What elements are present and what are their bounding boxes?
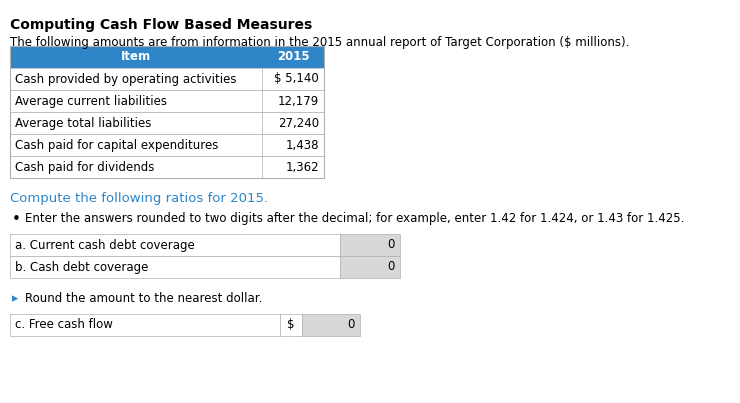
Text: Cash paid for dividends: Cash paid for dividends — [15, 160, 155, 174]
FancyBboxPatch shape — [10, 68, 324, 90]
FancyBboxPatch shape — [10, 314, 280, 336]
Text: 1,438: 1,438 — [286, 139, 319, 152]
FancyBboxPatch shape — [10, 134, 324, 156]
Text: 2015: 2015 — [277, 50, 309, 64]
Text: Cash paid for capital expenditures: Cash paid for capital expenditures — [15, 139, 218, 152]
Text: Compute the following ratios for 2015.: Compute the following ratios for 2015. — [10, 192, 268, 205]
FancyBboxPatch shape — [280, 314, 302, 336]
Text: 1,362: 1,362 — [286, 160, 319, 174]
FancyBboxPatch shape — [340, 256, 400, 278]
Text: Item: Item — [121, 50, 151, 64]
Text: The following amounts are from information in the 2015 annual report of Target C: The following amounts are from informati… — [10, 36, 630, 49]
Text: 27,240: 27,240 — [278, 116, 319, 129]
Text: c. Free cash flow: c. Free cash flow — [15, 318, 113, 332]
Text: Enter the answers rounded to two digits after the decimal; for example, enter 1.: Enter the answers rounded to two digits … — [25, 212, 684, 225]
FancyBboxPatch shape — [10, 112, 324, 134]
Text: 0: 0 — [348, 318, 355, 332]
Text: $: $ — [287, 318, 295, 332]
Text: •: • — [12, 212, 21, 227]
FancyBboxPatch shape — [10, 156, 324, 178]
Text: Cash provided by operating activities: Cash provided by operating activities — [15, 73, 237, 85]
FancyBboxPatch shape — [10, 46, 324, 68]
Text: Round the amount to the nearest dollar.: Round the amount to the nearest dollar. — [25, 292, 263, 305]
Text: ▸: ▸ — [12, 292, 18, 305]
FancyBboxPatch shape — [10, 90, 324, 112]
Text: Computing Cash Flow Based Measures: Computing Cash Flow Based Measures — [10, 18, 312, 32]
Text: a. Current cash debt coverage: a. Current cash debt coverage — [15, 239, 195, 251]
Text: 0: 0 — [388, 260, 395, 274]
FancyBboxPatch shape — [340, 234, 400, 256]
Text: b. Cash debt coverage: b. Cash debt coverage — [15, 260, 149, 274]
FancyBboxPatch shape — [10, 256, 340, 278]
Text: $ 5,140: $ 5,140 — [275, 73, 319, 85]
Text: Average current liabilities: Average current liabilities — [15, 94, 167, 108]
Text: 0: 0 — [388, 239, 395, 251]
Text: Average total liabilities: Average total liabilities — [15, 116, 152, 129]
FancyBboxPatch shape — [302, 314, 360, 336]
FancyBboxPatch shape — [10, 234, 340, 256]
Text: 12,179: 12,179 — [278, 94, 319, 108]
